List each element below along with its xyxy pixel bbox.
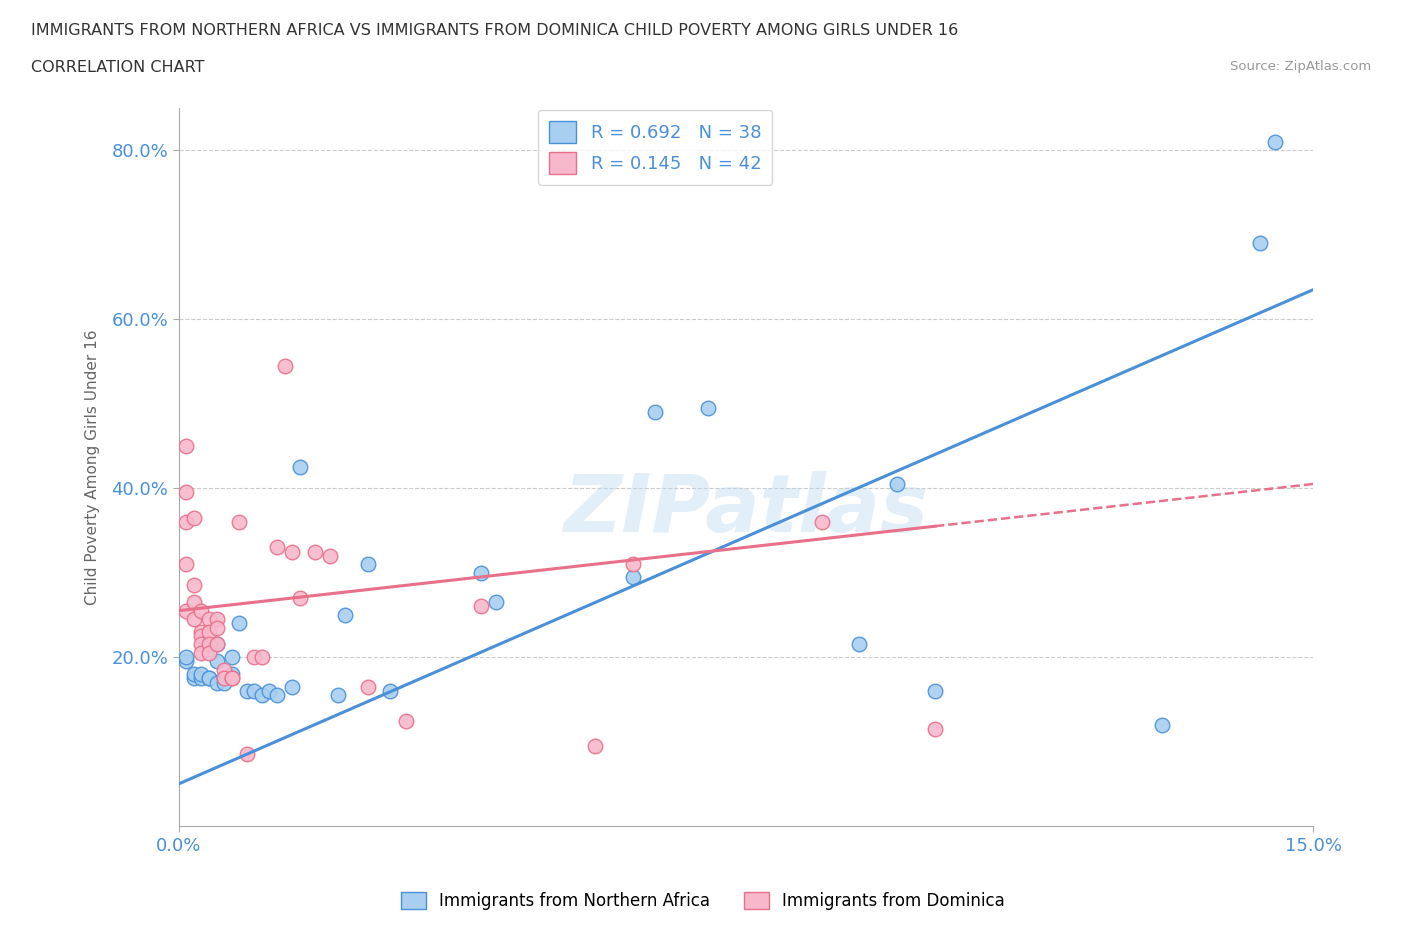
Point — [212, 671, 235, 685]
Point — [228, 514, 250, 529]
Point — [205, 637, 228, 652]
Point — [1264, 134, 1286, 149]
Point — [319, 549, 342, 564]
Point — [212, 671, 235, 685]
Point — [221, 671, 243, 685]
Point — [697, 401, 720, 416]
Point — [205, 654, 228, 669]
Point — [198, 612, 221, 627]
Point — [621, 557, 644, 572]
Point — [236, 747, 259, 762]
Point — [394, 713, 416, 728]
Point — [485, 595, 508, 610]
Point — [288, 591, 311, 605]
Point — [326, 688, 349, 703]
Point — [190, 637, 212, 652]
Point — [470, 599, 492, 614]
Point — [288, 459, 311, 474]
Point — [221, 650, 243, 665]
Text: Source: ZipAtlas.com: Source: ZipAtlas.com — [1230, 60, 1371, 73]
Point — [886, 476, 908, 491]
Text: CORRELATION CHART: CORRELATION CHART — [31, 60, 204, 75]
Legend: R = 0.692   N = 38, R = 0.145   N = 42: R = 0.692 N = 38, R = 0.145 N = 42 — [538, 110, 772, 184]
Point — [183, 612, 205, 627]
Point — [304, 544, 326, 559]
Point — [357, 557, 380, 572]
Point — [205, 612, 228, 627]
Point — [174, 439, 197, 454]
Point — [924, 684, 946, 698]
Point — [212, 662, 235, 677]
Point — [259, 684, 281, 698]
Point — [212, 675, 235, 690]
Point — [644, 405, 666, 419]
Point — [221, 667, 243, 682]
Point — [266, 688, 288, 703]
Point — [198, 645, 221, 660]
Point — [205, 620, 228, 635]
Point — [205, 675, 228, 690]
Point — [266, 540, 288, 555]
Point — [198, 671, 221, 685]
Point — [333, 607, 356, 622]
Point — [190, 667, 212, 682]
Point — [621, 569, 644, 584]
Point — [221, 671, 243, 685]
Point — [380, 684, 402, 698]
Point — [183, 671, 205, 685]
Point — [250, 688, 273, 703]
Point — [174, 604, 197, 618]
Point — [183, 511, 205, 525]
Point — [183, 578, 205, 592]
Point — [243, 650, 266, 665]
Point — [190, 604, 212, 618]
Point — [281, 679, 304, 694]
Text: IMMIGRANTS FROM NORTHERN AFRICA VS IMMIGRANTS FROM DOMINICA CHILD POVERTY AMONG : IMMIGRANTS FROM NORTHERN AFRICA VS IMMIG… — [31, 23, 957, 38]
Point — [174, 654, 197, 669]
Point — [174, 485, 197, 499]
Point — [198, 671, 221, 685]
Point — [174, 557, 197, 572]
Point — [205, 637, 228, 652]
Point — [848, 637, 870, 652]
Point — [174, 514, 197, 529]
Point — [583, 738, 606, 753]
Point — [1249, 235, 1271, 250]
Point — [1150, 717, 1173, 732]
Point — [357, 679, 380, 694]
Text: ZIPatlas: ZIPatlas — [564, 472, 928, 549]
Point — [190, 671, 212, 685]
Point — [924, 722, 946, 737]
Legend: Immigrants from Northern Africa, Immigrants from Dominica: Immigrants from Northern Africa, Immigra… — [395, 885, 1011, 917]
Point — [243, 684, 266, 698]
Y-axis label: Child Poverty Among Girls Under 16: Child Poverty Among Girls Under 16 — [86, 329, 100, 604]
Point — [236, 684, 259, 698]
Point — [190, 624, 212, 639]
Point — [174, 650, 197, 665]
Point — [281, 544, 304, 559]
Point — [198, 624, 221, 639]
Point — [228, 616, 250, 631]
Point — [183, 595, 205, 610]
Point — [470, 565, 492, 580]
Point — [183, 667, 205, 682]
Point — [198, 637, 221, 652]
Point — [190, 629, 212, 644]
Point — [273, 358, 295, 373]
Point — [250, 650, 273, 665]
Point — [810, 514, 832, 529]
Point — [190, 645, 212, 660]
